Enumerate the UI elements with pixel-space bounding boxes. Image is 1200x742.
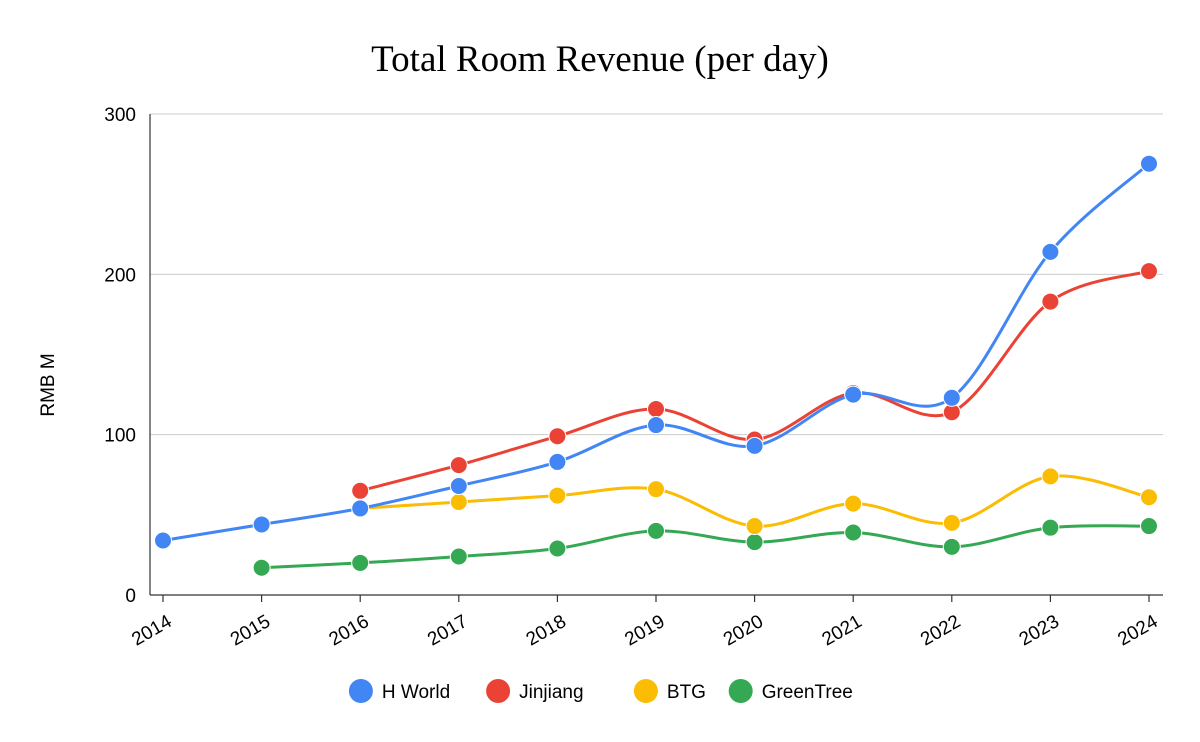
data-point-greentree[interactable] <box>449 547 468 566</box>
data-point-greentree[interactable] <box>844 523 863 542</box>
data-point-h-world[interactable] <box>252 515 271 534</box>
legend-label-btg: BTG <box>667 682 706 703</box>
legend-item-btg[interactable]: BTG <box>633 679 706 703</box>
series-jinjiang <box>351 262 1158 500</box>
data-point-h-world[interactable] <box>1140 154 1158 173</box>
y-tick-label: 200 <box>104 265 136 286</box>
y-tick-label: 100 <box>104 426 136 447</box>
data-point-btg[interactable] <box>844 494 863 513</box>
data-point-h-world[interactable] <box>449 476 468 495</box>
series-line-greentree <box>260 524 1151 570</box>
series-h-world <box>154 154 1158 550</box>
legend-swatch-btg <box>633 679 658 703</box>
data-point-jinjiang[interactable] <box>351 481 370 500</box>
data-point-h-world[interactable] <box>351 499 370 518</box>
x-tick-label: 2021 <box>819 611 866 650</box>
data-point-greentree[interactable] <box>647 521 665 540</box>
y-axis-ticks: 0 100 200 300 <box>104 105 136 607</box>
legend-label-greentree: GreenTree <box>762 682 853 703</box>
data-point-h-world[interactable] <box>548 452 567 471</box>
x-tick-label: 2022 <box>917 611 964 650</box>
series-line-jinjiang <box>358 269 1151 493</box>
x-tick-label: 2019 <box>621 611 668 650</box>
data-point-jinjiang[interactable] <box>647 400 665 419</box>
y-tick-label: 0 <box>125 586 136 607</box>
legend-item-h-world[interactable]: H World <box>348 679 450 703</box>
legend[interactable]: H World Jinjiang BTG GreenTree <box>348 679 853 703</box>
x-tick-label: 2017 <box>424 611 471 650</box>
legend-label-h-world: H World <box>382 682 450 703</box>
data-point-greentree[interactable] <box>1140 517 1158 536</box>
data-point-h-world[interactable] <box>647 416 665 435</box>
legend-item-jinjiang[interactable]: Jinjiang <box>486 679 584 703</box>
x-axis-ticks: 2014 2015 2016 2017 2018 2019 2020 2021 2022 2023… <box>128 595 1162 651</box>
data-point-jinjiang[interactable] <box>548 427 567 446</box>
data-point-h-world[interactable] <box>942 388 961 407</box>
data-point-btg[interactable] <box>548 486 567 505</box>
x-tick-label: 2016 <box>326 611 373 650</box>
series-btg <box>351 467 1158 536</box>
data-point-btg[interactable] <box>647 480 665 499</box>
legend-swatch-greentree <box>728 679 753 703</box>
data-point-greentree[interactable] <box>548 539 567 558</box>
data-point-btg[interactable] <box>1041 467 1060 486</box>
data-point-jinjiang[interactable] <box>1041 292 1060 311</box>
data-point-btg[interactable] <box>942 513 961 532</box>
y-tick-label: 300 <box>104 105 136 126</box>
data-point-btg[interactable] <box>1140 488 1158 507</box>
series-layer <box>154 154 1158 577</box>
x-tick-label: 2023 <box>1016 611 1063 650</box>
x-tick-label: 2024 <box>1114 611 1161 651</box>
data-point-greentree[interactable] <box>1041 518 1060 537</box>
legend-swatch-h-world <box>348 679 373 703</box>
data-point-greentree[interactable] <box>745 533 764 552</box>
data-point-btg[interactable] <box>745 517 764 536</box>
data-point-greentree[interactable] <box>351 553 370 572</box>
legend-item-greentree[interactable]: GreenTree <box>728 679 853 703</box>
x-tick-label: 2014 <box>128 611 175 651</box>
data-point-btg[interactable] <box>449 493 468 512</box>
series-greentree <box>252 517 1158 577</box>
data-point-h-world[interactable] <box>745 436 764 455</box>
x-tick-label: 2015 <box>227 611 274 650</box>
y-axis-label: RMB M <box>38 353 59 416</box>
legend-label-jinjiang: Jinjiang <box>519 682 583 703</box>
legend-swatch-jinjiang <box>486 679 511 703</box>
x-tick-label: 2020 <box>720 611 767 650</box>
data-point-h-world[interactable] <box>1041 242 1060 261</box>
data-point-greentree[interactable] <box>942 537 961 556</box>
data-point-h-world[interactable] <box>154 531 172 550</box>
data-point-h-world[interactable] <box>844 385 863 404</box>
data-point-greentree[interactable] <box>252 558 271 577</box>
chart-title: Total Room Revenue (per day) <box>371 39 829 80</box>
x-tick-label: 2018 <box>523 611 570 650</box>
data-point-jinjiang[interactable] <box>449 456 468 475</box>
data-point-jinjiang[interactable] <box>1140 262 1158 281</box>
